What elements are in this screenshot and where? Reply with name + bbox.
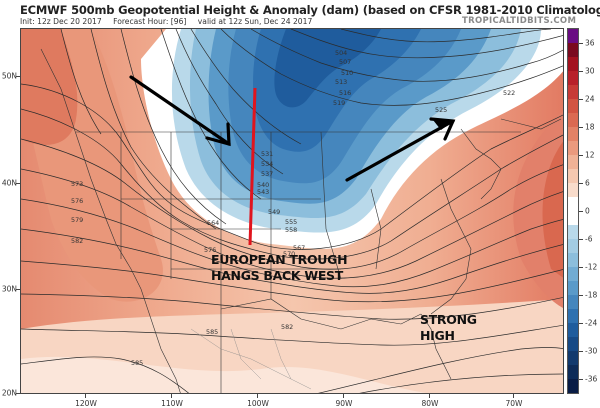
map-panel: 504 507 510 513 516 519 522 525 531 534 …	[20, 28, 564, 394]
lon-label: 90W	[335, 399, 353, 408]
lon-label: 120W	[75, 399, 97, 408]
svg-text:579: 579	[71, 216, 83, 224]
colorbar-label: -24	[585, 318, 598, 328]
colorbar-swatch	[568, 225, 578, 239]
svg-text:585: 585	[131, 359, 143, 367]
colorbar-swatch	[568, 155, 578, 169]
lon-label: 110W	[161, 399, 183, 408]
svg-text:516: 516	[339, 89, 351, 97]
colorbar-swatch	[568, 57, 578, 71]
colorbar-swatch	[568, 267, 578, 281]
trough-axis-line	[248, 87, 257, 246]
colorbar-label: 0	[585, 206, 590, 216]
svg-text:567: 567	[293, 244, 305, 252]
svg-text:519: 519	[333, 99, 345, 107]
colorbar-swatch	[568, 337, 578, 351]
colorbar-swatch	[568, 43, 578, 57]
arrow-northeast-head-icon	[433, 120, 453, 130]
svg-text:525: 525	[435, 106, 447, 114]
colorbar-swatch	[568, 253, 578, 267]
height-anomaly-map: 504 507 510 513 516 519 522 525 531 534 …	[21, 29, 563, 393]
lon-label: 80W	[421, 399, 439, 408]
forecast-hour: Forecast Hour: [96]	[113, 17, 187, 26]
svg-text:543: 543	[257, 188, 269, 196]
colorbar-swatch	[568, 309, 578, 323]
svg-text:534: 534	[261, 160, 273, 168]
height-contours	[21, 29, 563, 393]
colorbar-label: 24	[585, 94, 595, 104]
svg-text:540: 540	[257, 181, 269, 189]
colorbar-swatch	[568, 113, 578, 127]
lat-label: 40N	[1, 178, 17, 188]
colorbar-swatch	[568, 183, 578, 197]
colorbar-label: 18	[585, 122, 595, 132]
colorbar-swatch	[568, 127, 578, 141]
colorbar-swatch	[568, 323, 578, 337]
lon-label: 100W	[247, 399, 269, 408]
colorbar-swatch	[568, 169, 578, 183]
svg-text:507: 507	[339, 58, 351, 66]
colorbar-label: 6	[585, 178, 590, 188]
mexico-states	[190, 328, 312, 390]
svg-text:576: 576	[71, 197, 83, 205]
svg-text:582: 582	[71, 237, 83, 245]
lat-label: 20N	[1, 388, 17, 398]
colorbar-swatch	[568, 281, 578, 295]
svg-text:531: 531	[261, 150, 273, 158]
valid-time: valid at 12z Sun, Dec 24 2017	[197, 17, 313, 26]
colorbar-swatch	[568, 99, 578, 113]
svg-text:555: 555	[285, 218, 297, 226]
colorbar-swatch	[568, 239, 578, 253]
svg-text:573: 573	[71, 180, 83, 188]
chart-subtitle: Init: 12z Dec 20 2017 Forecast Hour: [96…	[20, 17, 321, 26]
colorbar-label: -30	[585, 346, 598, 356]
colorbar-swatch	[568, 379, 578, 393]
svg-text:510: 510	[341, 69, 353, 77]
colorbar-swatch	[568, 211, 578, 225]
lat-label: 30N	[1, 284, 17, 294]
svg-text:537: 537	[261, 170, 273, 178]
svg-text:522: 522	[503, 89, 515, 97]
svg-text:504: 504	[335, 49, 347, 57]
colorbar-swatch	[568, 29, 578, 43]
colorbar-swatch	[568, 71, 578, 85]
svg-text:549: 549	[268, 208, 280, 216]
svg-text:576: 576	[204, 246, 216, 254]
arrow-southeast-icon	[129, 75, 231, 147]
colorbar-label: 12	[585, 150, 595, 160]
colorbar-swatch	[568, 85, 578, 99]
lat-label: 50N	[1, 71, 17, 81]
colorbar-label: -18	[585, 290, 598, 300]
colorbar-label: -12	[585, 262, 598, 272]
svg-text:585: 585	[206, 328, 218, 336]
contour-labels: 504 507 510 513 516 519 522 525 531 534 …	[71, 49, 515, 367]
high-annotation: STRONG HIGH	[420, 312, 477, 343]
colorbar-swatch	[568, 351, 578, 365]
brand-watermark: TROPICALTIDBITS.COM	[462, 16, 577, 26]
init-time: Init: 12z Dec 20 2017	[20, 17, 102, 26]
colorbar-label: 30	[585, 66, 595, 76]
trough-annotation: EUROPEAN TROUGH HANGS BACK WEST	[211, 252, 348, 283]
colorbar-swatch	[568, 295, 578, 309]
colorbar-swatch	[568, 141, 578, 155]
svg-text:564: 564	[207, 219, 219, 227]
arrow-northeast-icon	[345, 119, 455, 182]
svg-text:570: 570	[283, 250, 295, 258]
colorbar-swatch	[568, 197, 578, 211]
lon-label: 70W	[505, 399, 523, 408]
colorbar	[567, 28, 579, 394]
svg-text:558: 558	[285, 226, 297, 234]
colorbar-label: -6	[585, 234, 593, 244]
colorbar-label: 36	[585, 38, 595, 48]
svg-text:513: 513	[335, 78, 347, 86]
colorbar-swatch	[568, 365, 578, 379]
chart-title: ECMWF 500mb Geopotential Height & Anomal…	[20, 3, 600, 17]
svg-text:582: 582	[281, 323, 293, 331]
colorbar-label: -36	[585, 374, 598, 384]
